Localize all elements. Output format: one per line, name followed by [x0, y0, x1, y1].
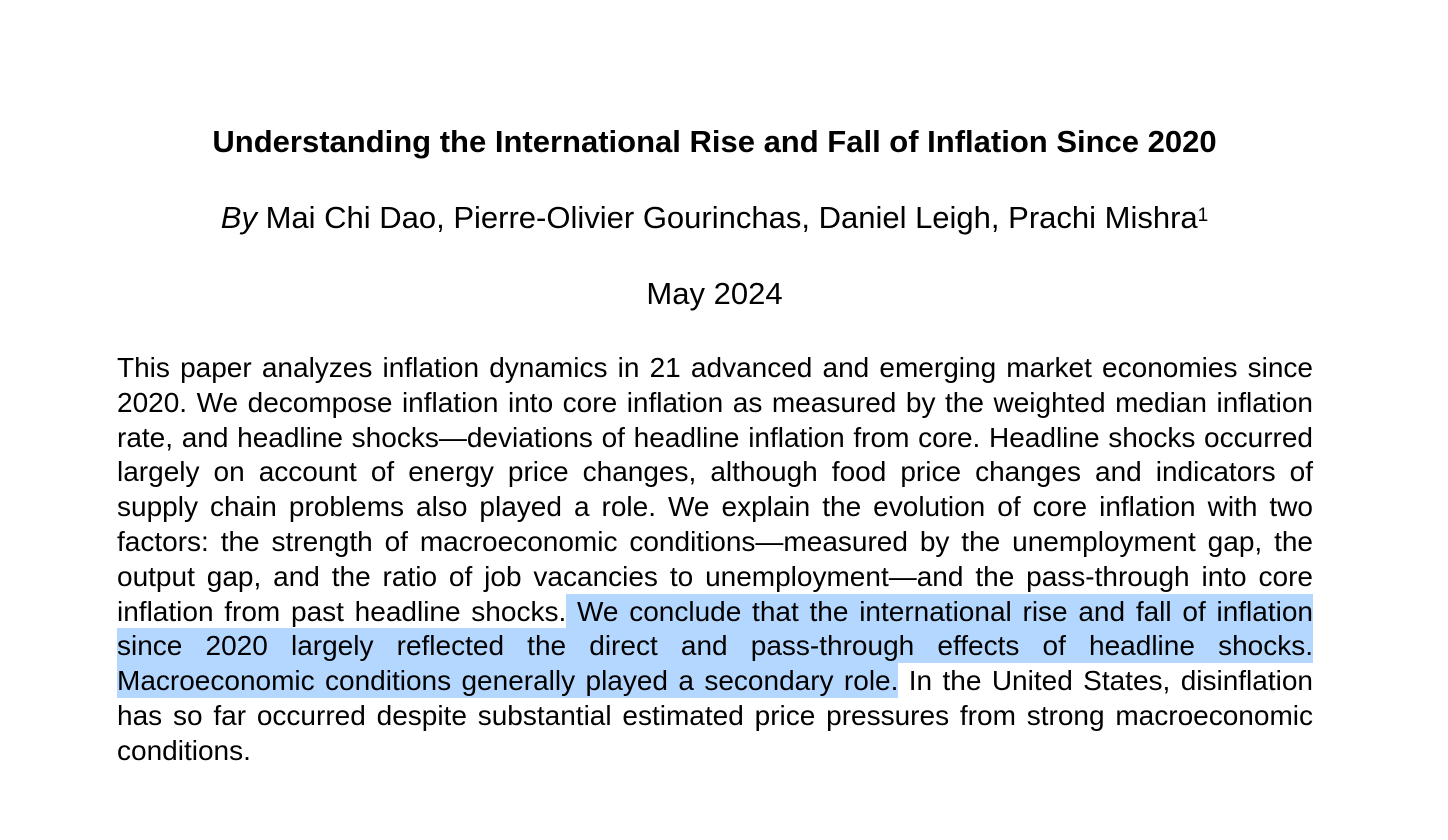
abstract-text: This paper analyzes inflation dynamics i…	[117, 352, 1313, 627]
author-line: By Mai Chi Dao, Pierre-Olivier Gourincha…	[0, 198, 1429, 238]
abstract[interactable]: This paper analyzes inflation dynamics i…	[117, 351, 1313, 769]
by-label: By	[220, 200, 257, 235]
paper-title: Understanding the International Rise and…	[212, 124, 1217, 159]
footnote-marker[interactable]: 1	[1197, 205, 1209, 226]
abstract-text-end: In the United States, disinflation has s…	[117, 665, 1313, 766]
abstract-selected-text[interactable]: We conclude that the international rise …	[117, 593, 1313, 699]
paper-date: May 2024	[646, 276, 783, 311]
author-names: Mai Chi Dao, Pierre-Olivier Gourinchas, …	[256, 200, 1198, 235]
